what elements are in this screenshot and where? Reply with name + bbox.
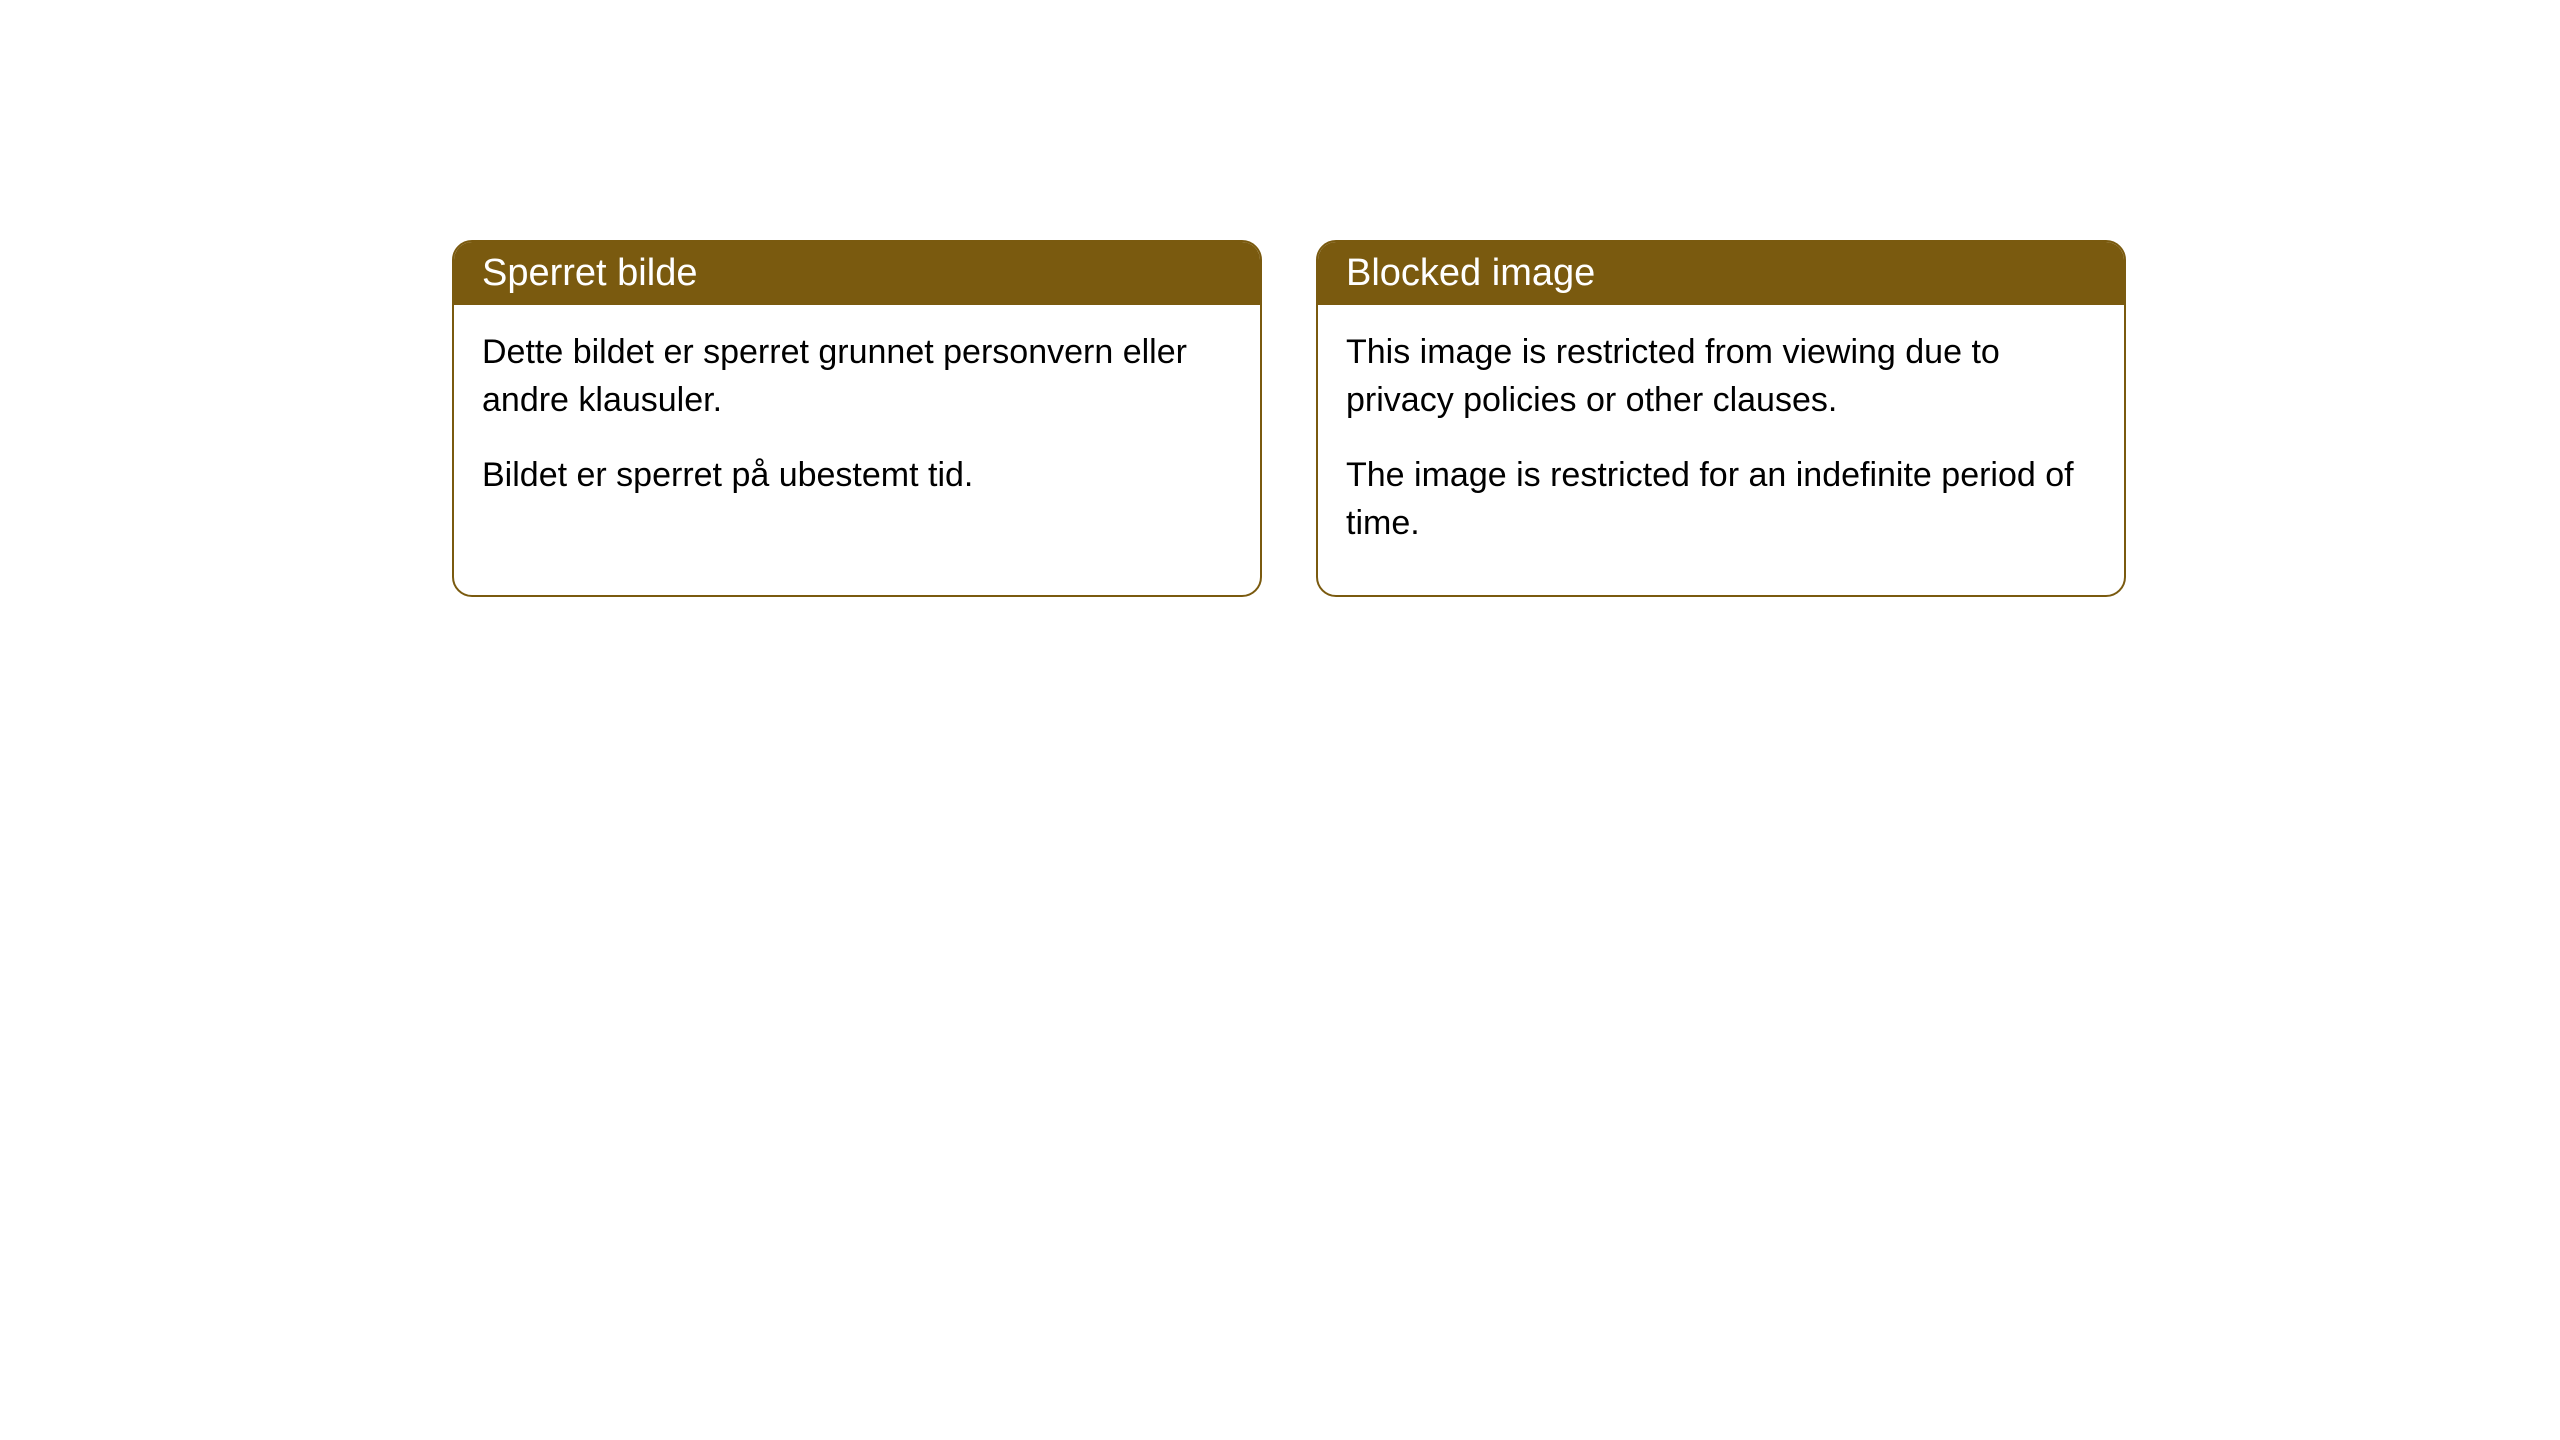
card-paragraph: This image is restricted from viewing du… bbox=[1346, 329, 2096, 424]
notice-card-english: Blocked image This image is restricted f… bbox=[1316, 240, 2126, 597]
card-paragraph: Dette bildet er sperret grunnet personve… bbox=[482, 329, 1232, 424]
card-title: Blocked image bbox=[1346, 252, 1595, 294]
card-body: This image is restricted from viewing du… bbox=[1318, 305, 2124, 595]
card-paragraph: Bildet er sperret på ubestemt tid. bbox=[482, 452, 1232, 500]
card-title: Sperret bilde bbox=[482, 252, 697, 294]
card-header: Sperret bilde bbox=[454, 242, 1260, 305]
card-body: Dette bildet er sperret grunnet personve… bbox=[454, 305, 1260, 548]
notice-cards-container: Sperret bilde Dette bildet er sperret gr… bbox=[452, 240, 2126, 597]
card-header: Blocked image bbox=[1318, 242, 2124, 305]
card-paragraph: The image is restricted for an indefinit… bbox=[1346, 452, 2096, 547]
notice-card-norwegian: Sperret bilde Dette bildet er sperret gr… bbox=[452, 240, 1262, 597]
